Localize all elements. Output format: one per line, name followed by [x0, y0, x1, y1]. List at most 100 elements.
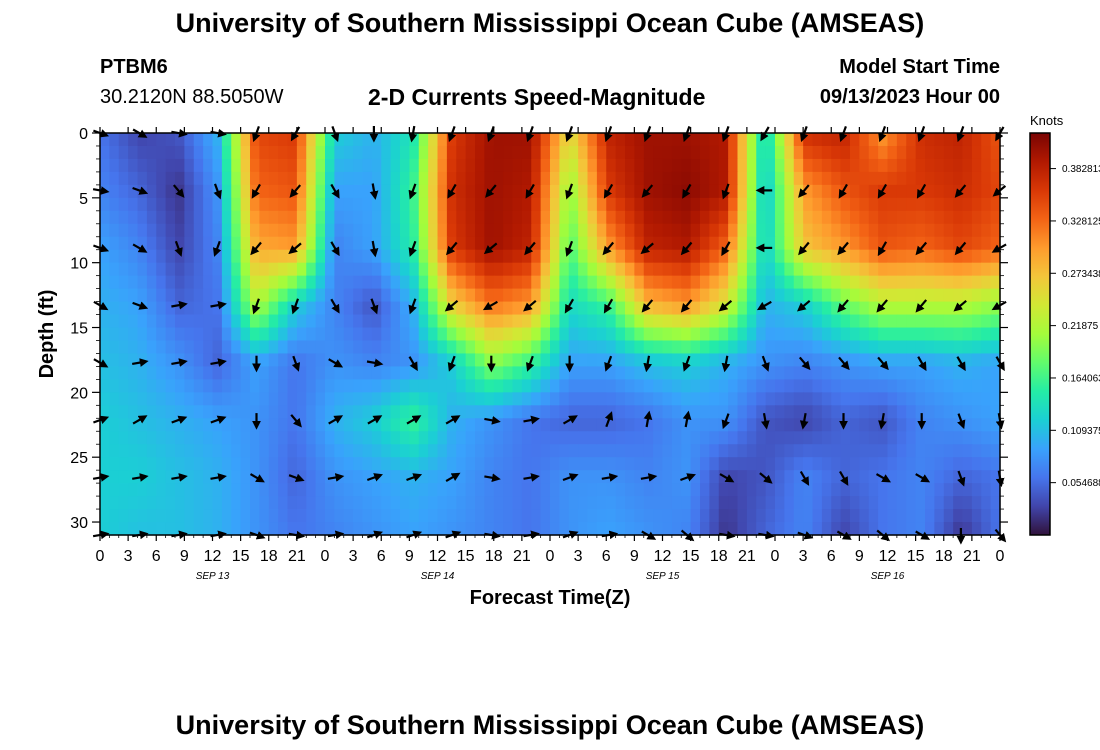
heatmap-cell — [643, 522, 654, 536]
heatmap-cell — [221, 418, 232, 432]
heatmap-cell — [896, 249, 907, 264]
heatmap-cell — [925, 444, 935, 458]
heatmap-cell — [212, 145, 223, 160]
heatmap-cell — [671, 197, 682, 212]
heatmap-cell — [746, 379, 757, 393]
heatmap-cell — [981, 223, 992, 238]
current-arrow — [523, 299, 537, 312]
heatmap-cell — [653, 223, 664, 238]
heatmap-cell — [212, 483, 223, 497]
heatmap-cell — [353, 249, 364, 264]
heatmap-cell — [371, 210, 382, 225]
heatmap-cell — [512, 275, 523, 290]
heatmap-cell — [446, 340, 457, 355]
heatmap-cell — [662, 431, 673, 445]
heatmap-cell — [906, 223, 917, 238]
heatmap-cell — [371, 444, 382, 458]
heatmap-cell — [128, 210, 139, 225]
heatmap-cell — [615, 145, 626, 160]
heatmap-cell — [259, 133, 270, 147]
heatmap-cell — [793, 145, 804, 160]
heatmap-cell — [765, 262, 776, 277]
heatmap-cell — [240, 223, 251, 238]
heatmap-cell — [690, 431, 701, 445]
heatmap-cell — [953, 249, 964, 264]
heatmap-cell — [821, 405, 832, 419]
heatmap-cell — [784, 418, 795, 432]
heatmap-cell — [953, 353, 964, 368]
heatmap-cell — [690, 327, 701, 342]
heatmap-cell — [250, 496, 260, 510]
heatmap-cell — [437, 197, 448, 212]
heatmap-cell — [521, 366, 532, 380]
heatmap-cell — [971, 379, 982, 393]
heatmap-cell — [718, 133, 729, 147]
heatmap-cell — [868, 210, 879, 225]
heatmap-cell — [925, 288, 935, 303]
heatmap-cell — [212, 366, 223, 380]
heatmap-cell — [990, 210, 1001, 225]
heatmap-cell — [437, 223, 448, 238]
heatmap-cell — [240, 145, 251, 160]
heatmap-cell — [943, 301, 954, 316]
heatmap-cell — [887, 353, 898, 368]
heatmap-cell — [409, 210, 420, 225]
heatmap-cell — [596, 327, 607, 342]
heatmap-cell — [934, 509, 945, 523]
heatmap-cell — [475, 496, 485, 510]
current-arrow — [875, 473, 891, 483]
heatmap-cell — [896, 275, 907, 290]
heatmap-cell — [109, 509, 120, 523]
heatmap-cell — [118, 509, 129, 523]
heatmap-cell — [409, 340, 420, 355]
heatmap-cell — [156, 405, 167, 419]
heatmap-cell — [915, 509, 926, 523]
heatmap-cell — [531, 418, 542, 432]
heatmap-cell — [568, 288, 579, 303]
heatmap-cell — [737, 418, 748, 432]
heatmap-cell — [990, 158, 1001, 173]
heatmap-cell — [221, 327, 232, 342]
heatmap-cell — [896, 340, 907, 355]
current-arrow — [328, 358, 344, 368]
heatmap-cell — [821, 197, 832, 212]
heatmap-cell — [446, 457, 457, 471]
heatmap-cell — [418, 327, 429, 342]
heatmap-cell — [409, 262, 420, 277]
heatmap-cell — [118, 522, 129, 536]
heatmap-cell — [128, 444, 139, 458]
heatmap-cell — [887, 392, 898, 406]
x-tick-label: 0 — [321, 548, 330, 565]
heatmap-cell — [868, 288, 879, 303]
heatmap-cell — [953, 483, 964, 497]
heatmap-cell — [803, 457, 814, 471]
heatmap-cell — [493, 483, 504, 497]
heatmap-cell — [943, 262, 954, 277]
heatmap-cell — [765, 210, 776, 225]
heatmap-cell — [690, 184, 701, 199]
heatmap-cell — [615, 483, 626, 497]
heatmap-cell — [521, 288, 532, 303]
heatmap-cell — [146, 275, 157, 290]
heatmap-cell — [231, 379, 242, 393]
heatmap-cell — [203, 457, 214, 471]
heatmap-cell — [362, 327, 373, 342]
heatmap-cell — [803, 340, 814, 355]
heatmap-cell — [756, 431, 767, 445]
heatmap-cell — [137, 379, 148, 393]
heatmap-cell — [156, 288, 167, 303]
heatmap-cell — [812, 457, 823, 471]
heatmap-cell — [456, 249, 467, 264]
heatmap-cell — [231, 145, 242, 160]
heatmap-cell — [531, 275, 542, 290]
heatmap-cell — [306, 327, 317, 342]
heatmap-cell — [709, 366, 720, 380]
heatmap-cell — [231, 366, 242, 380]
heatmap-cell — [756, 184, 767, 199]
heatmap-cell — [634, 210, 645, 225]
current-arrow — [876, 299, 888, 313]
heatmap-cell — [156, 444, 167, 458]
heatmap-cell — [203, 418, 214, 432]
heatmap-cell — [718, 314, 729, 329]
heatmap-cell — [287, 366, 298, 380]
